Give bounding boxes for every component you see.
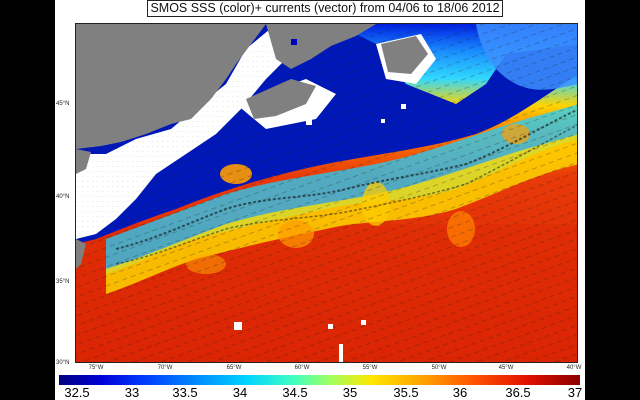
lat-tick-label: 40°N	[56, 194, 70, 200]
colorbar-tick: 35.5	[393, 385, 419, 400]
colorbar-tick: 36.5	[505, 385, 531, 400]
colorbar-tick: 33	[124, 385, 140, 400]
no-data-cell	[306, 119, 312, 125]
salinity-colorbar	[59, 375, 580, 385]
lon-tick-label: 55°W	[362, 365, 378, 371]
colorbar-tick: 37	[567, 385, 583, 400]
colorbar-tick: 36	[452, 385, 468, 400]
no-data-cell	[328, 324, 333, 329]
salinity-map	[75, 23, 578, 363]
colorbar-tick: 35	[342, 385, 358, 400]
colorbar-tick: 32.5	[64, 385, 90, 400]
lat-tick-label: 45°N	[56, 101, 70, 107]
lat-tick-label: 35°N	[56, 279, 70, 285]
lon-tick-label: 50°W	[431, 365, 447, 371]
colorbar-tick: 34.5	[282, 385, 308, 400]
nova-scotia	[246, 79, 316, 119]
colorbar-tick: 33.5	[172, 385, 198, 400]
no-data-cell	[401, 104, 406, 109]
no-data-cell	[234, 322, 242, 330]
lon-tick-label: 65°W	[226, 365, 242, 371]
lon-tick-label: 45°W	[498, 365, 514, 371]
no-data-cell	[381, 119, 385, 123]
colorbar-labels: 32.5 33 33.5 34 34.5 35 35.5 36 36.5 37	[0, 385, 640, 400]
no-data-cell	[291, 39, 297, 45]
lon-tick-label: 60°W	[294, 365, 310, 371]
lon-tick-label: 40°W	[566, 365, 582, 371]
land-mass	[76, 24, 266, 149]
lon-tick-label: 75°W	[88, 365, 104, 371]
colorbar-tick: 34	[232, 385, 248, 400]
lat-tick-label: 30°N	[56, 360, 70, 366]
newfoundland	[381, 36, 428, 74]
land-north	[266, 24, 376, 69]
map-title: SMOS SSS (color)+ currents (vector) from…	[147, 0, 503, 17]
gulf-stream-streak	[115, 108, 577, 250]
gulf-stream-streak-2	[115, 124, 577, 265]
no-data-cell	[361, 320, 366, 325]
usa-coast	[76, 149, 91, 269]
no-data-cell	[339, 344, 343, 362]
lon-tick-label: 70°W	[157, 365, 173, 371]
